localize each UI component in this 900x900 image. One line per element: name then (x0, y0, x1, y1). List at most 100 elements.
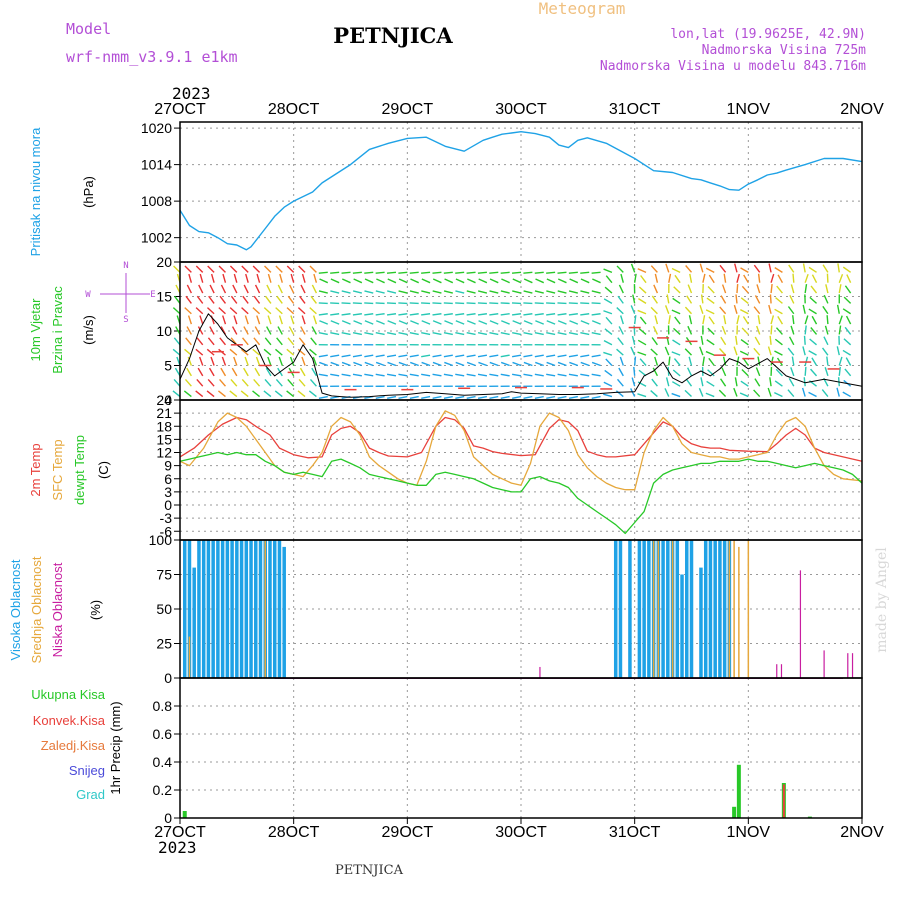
wind-arrow (802, 304, 806, 314)
wind-arrow (276, 337, 283, 346)
wind-arrow (353, 278, 363, 284)
mid-cloud-bar (671, 540, 674, 678)
wind-arrow (836, 387, 840, 397)
wind-arrow (674, 316, 681, 325)
wind-arrow (687, 284, 693, 294)
ytick-label: 18 (156, 418, 172, 434)
wind-arrow (300, 326, 306, 335)
wind-arrow (803, 335, 806, 345)
wind-arrow (206, 348, 215, 356)
wind-arrow (432, 290, 442, 294)
ytick-label: 0.8 (153, 698, 173, 714)
wind-arrow (309, 378, 317, 387)
wind-arrow (671, 392, 681, 398)
wind-arrow (754, 378, 761, 387)
wind-arrow (651, 378, 658, 387)
wind-arrow (489, 278, 499, 284)
wind-arrow (788, 378, 795, 387)
wind-arrow (409, 271, 419, 274)
wind-arrow (706, 339, 715, 346)
wind-arrow (489, 320, 499, 325)
wind-arrow (808, 350, 817, 356)
dewpt-line (179, 451, 863, 535)
wind-arrow (432, 354, 442, 358)
wind-arrow (808, 391, 817, 398)
wind-arrow (489, 313, 499, 316)
wind-ylabel-2: Brzina i Pravac (50, 286, 65, 374)
wind-arrow (591, 395, 601, 400)
wind-arrow (591, 331, 601, 336)
wind-arrow (546, 373, 556, 377)
wind-arrow (591, 354, 601, 358)
wind-arrow (466, 331, 476, 336)
wind-arrow (705, 267, 715, 273)
high-cloud-bar (718, 540, 722, 678)
wind-arrow (615, 390, 624, 398)
wind-arrow (638, 328, 647, 335)
wind-arrow (187, 356, 193, 366)
wind-arrow (195, 307, 204, 315)
wind-arrow (443, 354, 453, 358)
mid-cloud-bar (728, 540, 731, 678)
wind-arrow (241, 265, 249, 273)
wind-arrow (318, 290, 328, 294)
wind-unit: (m/s) (81, 315, 96, 345)
wind-arrow (243, 284, 249, 294)
high-cloud-bar (685, 540, 689, 678)
wind-arrow (616, 265, 624, 273)
wind-arrow (364, 320, 374, 325)
wind-arrow (489, 361, 499, 367)
panel-0-frame (179, 121, 863, 263)
panel-2-frame (179, 399, 863, 541)
wind-arrow (788, 336, 795, 346)
wind-arrow (686, 367, 693, 377)
wind-arrow (580, 278, 590, 284)
xtick-label-top: 31OCT (609, 101, 661, 118)
high-cloud-bar (182, 540, 187, 678)
wind-arrow (718, 389, 727, 398)
wind-arrow (801, 387, 806, 397)
wind-arrow (789, 295, 795, 304)
wind-arrow (811, 357, 818, 366)
wind-arrow (665, 263, 670, 273)
wind-arrow (603, 339, 613, 346)
wind-arrow (706, 380, 715, 387)
wind-arrow (444, 320, 454, 325)
wind-arrow (277, 284, 283, 294)
wind-arrow (410, 361, 419, 367)
wind-arrow (409, 313, 419, 316)
legend-convective-rain: Konvek.Kisa (33, 713, 106, 728)
wind-arrow (252, 307, 261, 315)
ytick-label: 1020 (141, 120, 172, 136)
model-label: Model (66, 20, 111, 38)
wind-arrow (231, 367, 238, 377)
wind-arrow (569, 278, 579, 284)
low-cloud-ylabel: Niska Oblacnost (50, 562, 65, 657)
wind-arrow (719, 264, 727, 273)
wind-arrow (501, 278, 510, 284)
wind-arrow (264, 265, 272, 273)
wind-arrow (688, 356, 693, 366)
wind-arrow (650, 306, 658, 315)
wind-arrow (208, 367, 215, 377)
wind-arrow (500, 373, 510, 377)
wind-arrow (275, 307, 283, 315)
ytick-label: 50 (156, 601, 172, 617)
wind-arrow (489, 395, 499, 400)
wind-arrow (546, 271, 556, 274)
wind-arrow (605, 316, 613, 325)
wind-arrow (557, 290, 567, 294)
wind-arrow (698, 387, 704, 397)
wind-arrow (210, 273, 215, 283)
ytick-label: 0 (164, 497, 172, 513)
lonlat-label: lon,lat (19.9625E, 42.9N) (670, 27, 866, 42)
wind-arrow (455, 278, 465, 284)
wind-arrow (207, 337, 215, 346)
wind-arrow (640, 275, 647, 284)
credit-text: made by Angel (874, 547, 890, 653)
wind-arrow (741, 285, 749, 294)
high-cloud-bar (239, 540, 244, 678)
wind-arrow (300, 284, 306, 294)
wind-arrow (616, 378, 624, 387)
